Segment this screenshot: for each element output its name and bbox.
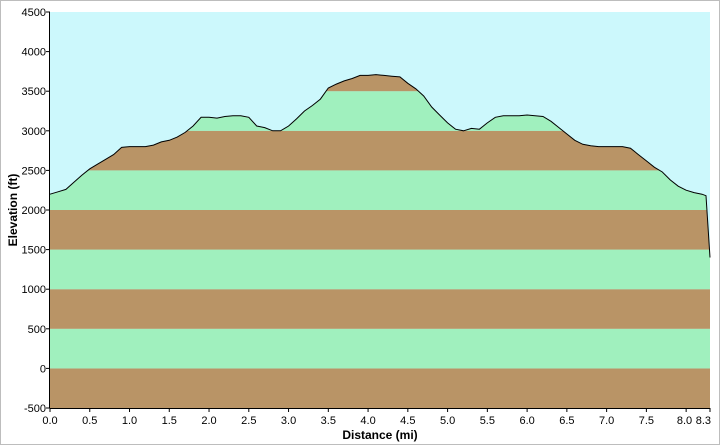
x-tick-label: 2.5 [241, 415, 256, 427]
x-tick-label: 3.0 [281, 415, 296, 427]
y-tick-label: 3500 [22, 86, 46, 98]
elevation-band [50, 170, 710, 210]
y-tick-label: 1500 [22, 245, 46, 257]
y-axis-ticks: -500 0 500 1000 1500 2000 2500 3000 3500 4000 4500 [22, 7, 50, 415]
x-tick-label: 5.0 [440, 415, 455, 427]
y-tick-label: 2000 [22, 205, 46, 217]
x-tick-label: 4.0 [360, 415, 375, 427]
x-tick-label: 7.5 [639, 415, 654, 427]
elevation-band [50, 210, 710, 250]
x-tick-label: 8.0 [677, 415, 692, 427]
y-tick-label: 500 [28, 324, 46, 336]
y-tick-label: 4000 [22, 47, 46, 59]
x-tick-label: 0.5 [82, 415, 97, 427]
x-tick-label: 7.0 [599, 415, 614, 427]
x-tick-label: 1.0 [122, 415, 137, 427]
x-tick-label: 2.0 [201, 415, 216, 427]
y-tick-label: 2500 [22, 165, 46, 177]
elevation-profile-line [49, 74, 711, 258]
x-axis-ticks: 0.0 0.5 1.0 1.5 2.0 2.5 3.0 3.5 4.0 4.5 5.0 5.5 6.0 6… [42, 408, 711, 427]
x-tick-label: 8.3 [696, 415, 711, 427]
y-tick-label: 0 [40, 363, 46, 375]
y-tick-label: 4500 [22, 7, 46, 19]
x-tick-label: 3.5 [321, 415, 336, 427]
x-axis-title: Distance (mi) [342, 428, 417, 442]
elevation-band [50, 289, 710, 329]
y-tick-label: -500 [24, 403, 46, 415]
x-tick-label: 1.5 [162, 415, 177, 427]
x-tick-label: 6.0 [519, 415, 534, 427]
x-tick-label: 5.5 [480, 415, 495, 427]
x-tick-label: 0.0 [42, 415, 57, 427]
y-tick-label: 1000 [22, 284, 46, 296]
elevation-band [50, 328, 710, 369]
x-tick-label: 4.5 [400, 415, 415, 427]
elevation-band [50, 249, 710, 290]
elevation-band [50, 368, 710, 408]
x-tick-label: 6.5 [559, 415, 574, 427]
y-axis-title: Elevation (ft) [6, 174, 20, 247]
y-tick-label: 3000 [22, 126, 46, 138]
